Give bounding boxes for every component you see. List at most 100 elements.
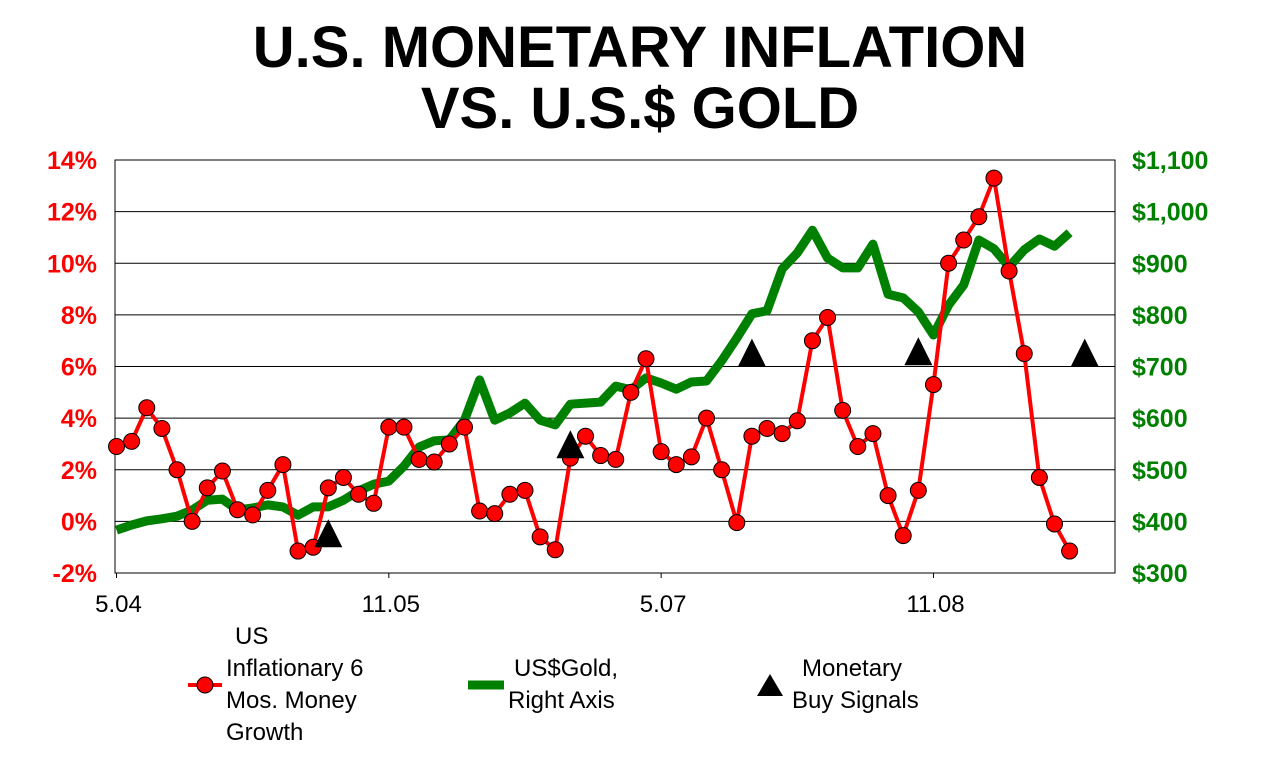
money-growth-point: [183, 512, 201, 530]
right-tick-label: $600: [1132, 405, 1188, 433]
legend-text: US$Gold,: [514, 655, 618, 682]
right-tick-label: $700: [1132, 354, 1188, 382]
x-tick-label: 11.05: [362, 591, 420, 618]
x-tick-label: 5.04: [95, 591, 142, 618]
money-growth-point: [743, 427, 761, 445]
series-layer: [108, 169, 1099, 560]
money-growth-point: [244, 506, 262, 524]
money-growth-point: [259, 481, 277, 499]
money-growth-point: [924, 376, 942, 394]
money-growth-point: [592, 447, 610, 465]
money-growth-point: [955, 231, 973, 249]
money-growth-point: [334, 468, 352, 486]
money-growth-point: [410, 450, 428, 468]
money-growth-line: [115, 170, 1072, 554]
left-tick-label: -2%: [53, 560, 97, 588]
money-growth-point: [1015, 345, 1033, 363]
right-tick-label: $1,000: [1132, 199, 1208, 227]
money-growth-point: [667, 456, 685, 474]
money-growth-point: [1061, 542, 1079, 560]
x-axis: 5.04 11.05 5.07 11.08: [95, 573, 965, 618]
money-growth-point: [803, 332, 821, 350]
money-growth-point: [728, 514, 746, 532]
right-tick-label: $300: [1132, 560, 1188, 588]
money-growth-point: [395, 418, 413, 436]
legend-text: US: [235, 623, 268, 650]
legend-text: Growth: [226, 719, 303, 746]
x-tick-label: 5.07: [640, 591, 687, 618]
plot-area-frame: [114, 159, 1116, 574]
money-growth-point: [652, 443, 670, 461]
legend: US Inflationary 6 Mos. Money Growth US$G…: [188, 623, 919, 746]
right-axis: $300 $400 $500 $600 $700 $800 $900 $1,000 $1,100: [1132, 147, 1208, 588]
legend-swatch-marker: [196, 676, 214, 694]
left-tick-label: 2%: [61, 457, 97, 485]
left-axis: -2% 0% 2% 4% 6% 8% 10% 12% 14%: [47, 147, 97, 588]
buy-signal-triangle: [556, 430, 585, 459]
legend-text: Right Axis: [508, 687, 615, 714]
money-growth-point: [879, 487, 897, 505]
legend-swatch-triangle: [757, 674, 783, 696]
money-growth-point: [531, 528, 549, 546]
money-growth-point: [682, 448, 700, 466]
left-tick-label: 4%: [61, 405, 97, 433]
money-growth-point: [607, 450, 625, 468]
left-tick-label: 12%: [47, 199, 97, 227]
legend-entry-gold: US$Gold, Right Axis: [468, 655, 618, 714]
money-growth-point: [909, 481, 927, 499]
chart-title-line1: U.S. MONETARY INFLATION: [253, 15, 1027, 80]
left-tick-label: 8%: [61, 302, 97, 330]
money-growth-point: [380, 418, 398, 436]
money-growth-point: [274, 456, 292, 474]
chart-title-line2: VS. U.S.$ GOLD: [421, 76, 859, 141]
legend-entry-money-growth: US Inflationary 6 Mos. Money Growth: [188, 623, 363, 746]
money-growth-point: [471, 502, 489, 520]
money-growth-point: [1000, 262, 1018, 280]
buy-signal-triangle: [314, 519, 343, 548]
money-growth-point: [425, 453, 443, 471]
money-growth-point: [864, 425, 882, 443]
left-tick-label: 6%: [61, 354, 97, 382]
money-growth-point: [637, 350, 655, 368]
right-tick-label: $800: [1132, 302, 1188, 330]
legend-text: Monetary: [802, 655, 902, 682]
money-growth-point: [213, 462, 231, 480]
money-growth-point: [486, 505, 504, 523]
legend-text: Buy Signals: [792, 687, 919, 714]
money-growth-point: [622, 383, 640, 401]
money-growth-point: [108, 438, 126, 456]
money-growth-point: [501, 485, 519, 503]
left-tick-label: 14%: [47, 147, 97, 175]
money-growth-point: [819, 308, 837, 326]
money-growth-point: [229, 501, 247, 519]
money-growth-point: [168, 461, 186, 479]
money-growth-point: [350, 485, 368, 503]
money-growth-point: [455, 418, 473, 436]
left-tick-label: 0%: [61, 508, 97, 536]
money-growth-point: [940, 254, 958, 272]
money-growth-point: [123, 432, 141, 450]
x-tick-label: 11.08: [906, 591, 964, 618]
legend-text: Mos. Money: [226, 687, 357, 714]
money-growth-point: [1045, 515, 1063, 533]
money-growth-point: [440, 435, 458, 453]
buy-signal-triangle: [904, 337, 933, 366]
money-growth-point: [698, 409, 716, 427]
right-tick-label: $400: [1132, 508, 1188, 536]
money-growth-point: [153, 419, 171, 437]
gold-price-line: [115, 225, 1073, 535]
money-growth-point: [713, 461, 731, 479]
money-growth-point: [758, 419, 776, 437]
money-growth-point: [985, 169, 1003, 187]
money-growth-point: [289, 542, 307, 560]
money-growth-point: [576, 427, 594, 445]
right-tick-label: $900: [1132, 250, 1188, 278]
money-growth-point: [834, 401, 852, 419]
buy-signal-triangle: [737, 338, 766, 367]
money-growth-point: [546, 541, 564, 559]
money-growth-point: [970, 208, 988, 226]
right-tick-label: $1,100: [1132, 147, 1208, 175]
money-growth-point: [773, 425, 791, 443]
legend-entry-buy-signals: Monetary Buy Signals: [757, 655, 919, 714]
